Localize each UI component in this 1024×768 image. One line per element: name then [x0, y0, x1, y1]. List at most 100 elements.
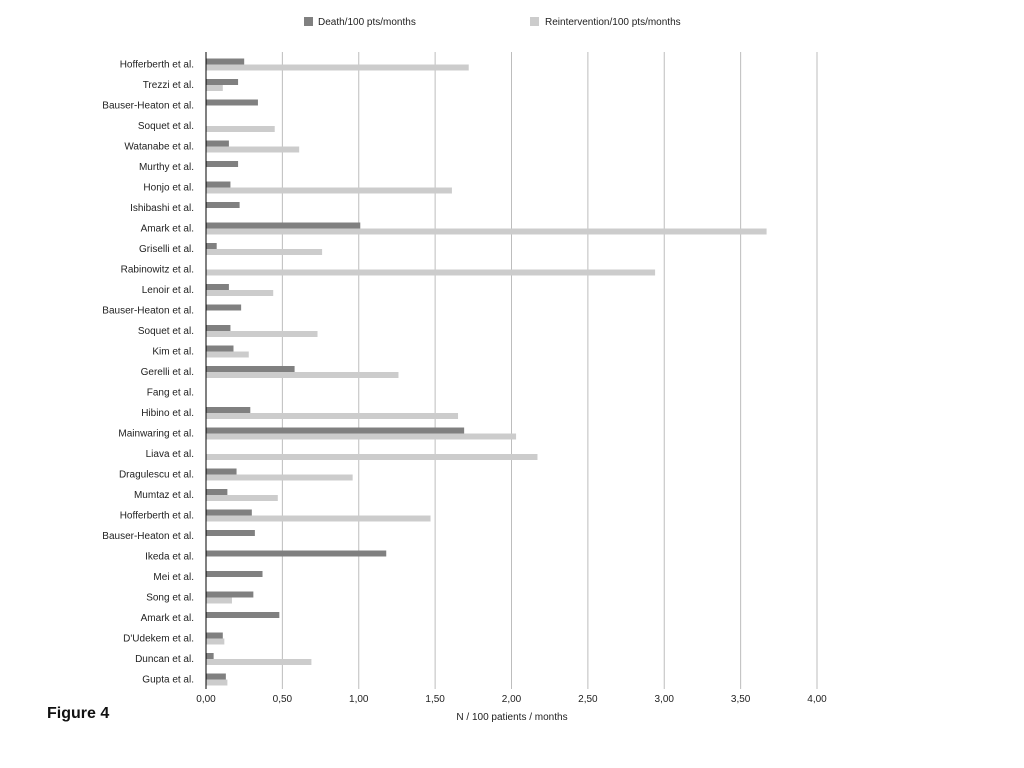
bar-reintervention: [206, 85, 223, 91]
bar-reintervention: [206, 187, 452, 194]
category-label: Griselli et al.: [139, 244, 194, 255]
x-tick-label: 3,00: [655, 694, 675, 705]
x-tick-labels: 0,00 0,50 1,00 1,50 2,00 2,50 3,00 3,50 4,00: [196, 694, 827, 705]
category-label: Duncan et al.: [135, 654, 194, 665]
bar-reintervention: [206, 659, 312, 665]
bar-death: [206, 161, 239, 167]
category-label: Ishibashi et al.: [130, 203, 194, 214]
category-label: Gupta et al.: [142, 675, 194, 686]
bar-reintervention: [206, 413, 459, 419]
category-label: Honjo et al.: [143, 183, 194, 194]
bar-death: [206, 591, 254, 598]
category-label: Fang et al.: [147, 388, 194, 399]
bar-death: [206, 222, 361, 229]
x-tick-label: 2,50: [578, 694, 598, 705]
x-axis-title: N / 100 patients / months: [456, 712, 567, 723]
category-label: D'Udekem et al.: [123, 634, 194, 645]
bars: [206, 58, 767, 686]
bar-death: [206, 345, 234, 352]
category-label: Dragulescu et al.: [119, 470, 194, 481]
bar-death: [206, 468, 237, 475]
bar-reintervention: [206, 331, 318, 337]
bar-death: [206, 653, 214, 659]
bar-death: [206, 427, 465, 434]
legend-swatch-reintervention: [530, 17, 539, 26]
category-label: Bauser-Heaton et al.: [102, 101, 194, 112]
bar-reintervention: [206, 638, 225, 645]
category-label: Soquet et al.: [138, 121, 194, 132]
category-label: Soquet et al.: [138, 326, 194, 337]
figure-label: Figure 4: [47, 705, 110, 722]
bar-death: [206, 79, 239, 85]
category-label: Watanabe et al.: [124, 142, 194, 153]
bar-death: [206, 632, 223, 639]
bar-reintervention: [206, 474, 353, 481]
bar-reintervention: [206, 433, 517, 440]
bar-death: [206, 366, 295, 372]
bar-reintervention: [206, 64, 469, 71]
bar-death: [206, 181, 231, 188]
bar-reintervention: [206, 515, 431, 522]
legend-label-death: Death/100 pts/months: [318, 17, 416, 28]
category-label: Liava et al.: [146, 449, 194, 460]
bar-reintervention: [206, 126, 275, 132]
bar-death: [206, 325, 231, 331]
category-label: Gerelli et al.: [141, 367, 194, 378]
legend: Death/100 pts/months Reintervention/100 …: [304, 17, 681, 28]
x-tick-label: 0,50: [273, 694, 293, 705]
bar-death: [206, 407, 251, 413]
category-label: Bauser-Heaton et al.: [102, 306, 194, 317]
x-tick-label: 0,00: [196, 694, 216, 705]
bar-death: [206, 284, 229, 290]
bar-reintervention: [206, 372, 399, 378]
category-label: Ikeda et al.: [145, 552, 194, 563]
bar-death: [206, 489, 228, 495]
x-tick-label: 3,50: [731, 694, 751, 705]
category-label: Mainwaring et al.: [118, 429, 194, 440]
category-label: Trezzi et al.: [143, 80, 194, 91]
bar-reintervention: [206, 269, 656, 276]
category-label: Mumtaz et al.: [134, 490, 194, 501]
bar-death: [206, 99, 258, 106]
bar-reintervention: [206, 597, 232, 604]
x-tick-label: 1,50: [425, 694, 445, 705]
category-label: Lenoir et al.: [142, 285, 194, 296]
bar-death: [206, 612, 280, 618]
bar-death: [206, 571, 263, 577]
category-labels: Hofferberth et al. Trezzi et al. Bauser-He…: [102, 60, 194, 686]
bar-death: [206, 673, 226, 680]
category-label: Song et al.: [146, 593, 194, 604]
bar-reintervention: [206, 679, 228, 686]
category-label: Bauser-Heaton et al.: [102, 531, 194, 542]
category-label: Mei et al.: [153, 572, 194, 583]
category-label: Hofferberth et al.: [120, 60, 194, 71]
bar-death: [206, 243, 217, 249]
bar-reintervention: [206, 351, 249, 358]
category-label: Amark et al.: [141, 224, 194, 235]
bar-death: [206, 530, 255, 536]
bar-reintervention: [206, 495, 278, 501]
x-tick-label: 1,00: [349, 694, 369, 705]
category-label: Amark et al.: [141, 613, 194, 624]
grid-lines: [281, 52, 818, 689]
bar-death: [206, 140, 229, 147]
bar-death: [206, 509, 252, 516]
bar-reintervention: [206, 146, 300, 153]
bar-reintervention: [206, 228, 767, 235]
bar-death: [206, 550, 387, 557]
category-label: Hibino et al.: [141, 408, 194, 419]
category-label: Murthy et al.: [139, 162, 194, 173]
category-label: Kim et al.: [152, 347, 194, 358]
category-label: Rabinowitz et al.: [121, 265, 194, 276]
bar-reintervention: [206, 290, 274, 296]
bar-reintervention: [206, 249, 323, 255]
legend-label-reintervention: Reintervention/100 pts/months: [545, 17, 681, 28]
bar-death: [206, 202, 240, 208]
bar-death: [206, 304, 242, 311]
x-tick-label: 4,00: [807, 694, 827, 705]
bar-reintervention: [206, 454, 538, 460]
bar-death: [206, 58, 245, 65]
category-label: Hofferberth et al.: [120, 511, 194, 522]
x-tick-label: 2,00: [502, 694, 522, 705]
